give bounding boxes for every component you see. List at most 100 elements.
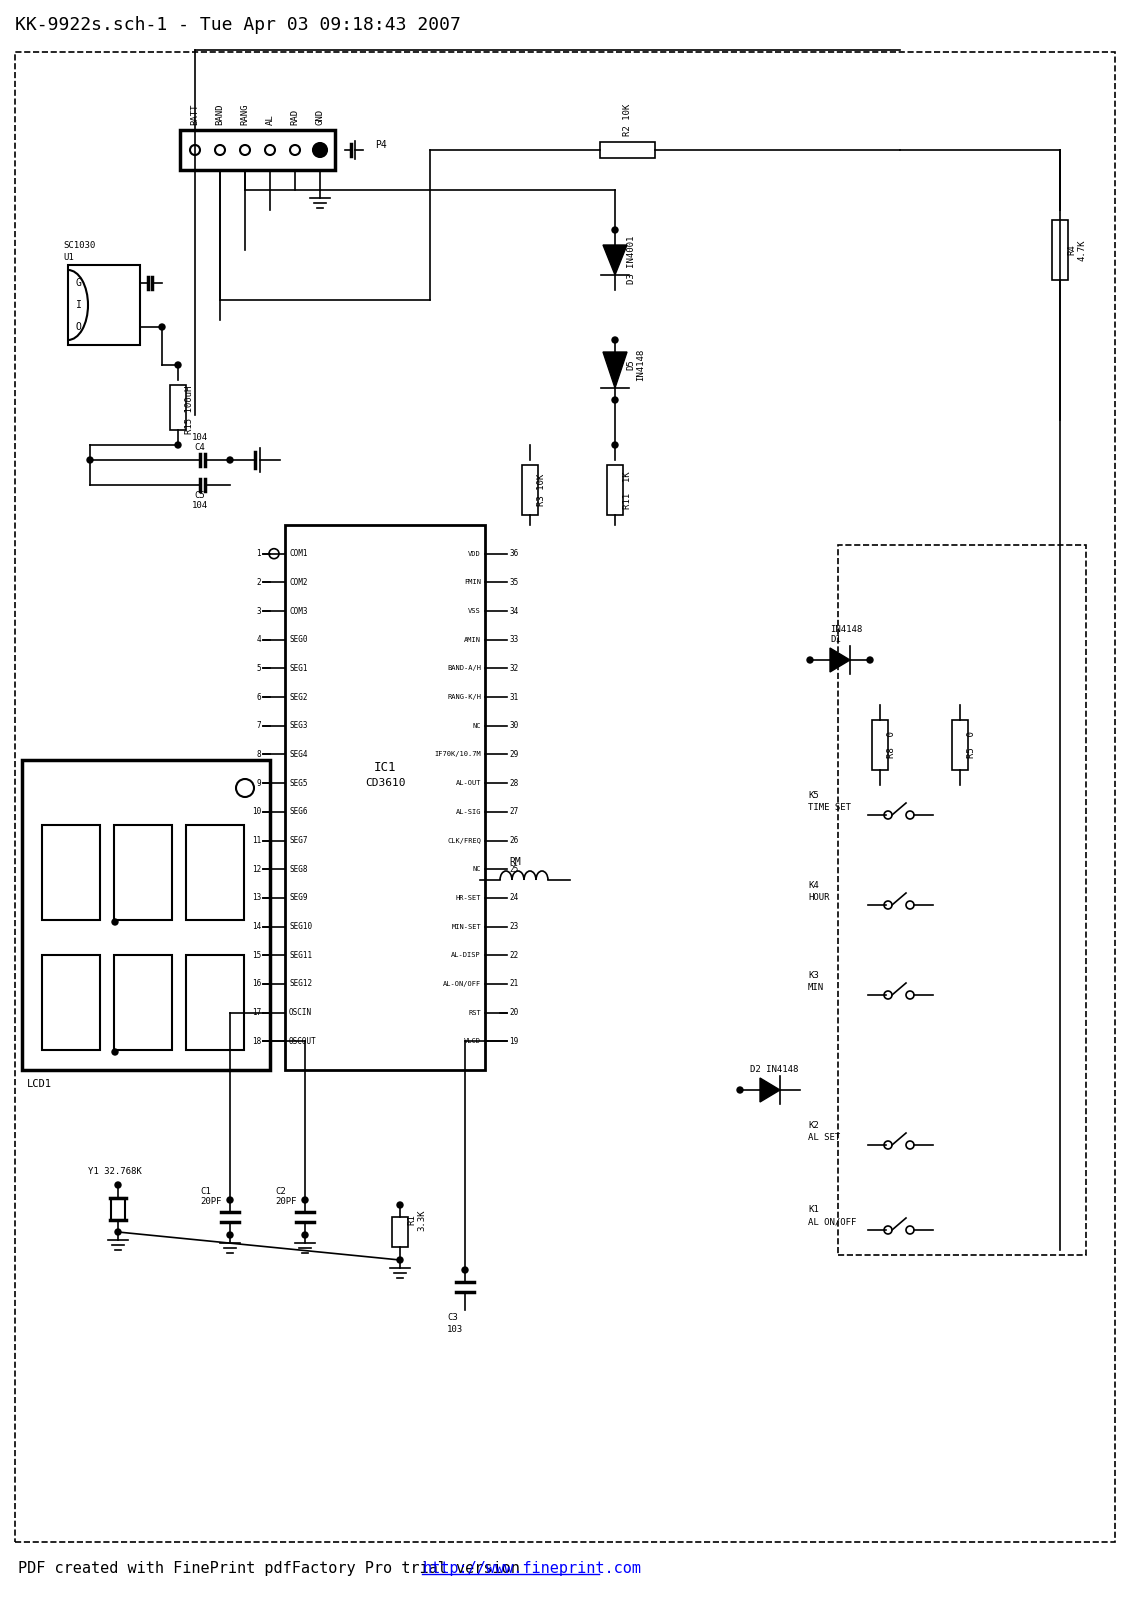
Text: RST: RST: [469, 1010, 481, 1016]
Bar: [1052, 219, 1067, 280]
Text: COM2: COM2: [289, 578, 308, 587]
Circle shape: [115, 1182, 121, 1187]
Text: 32: 32: [509, 664, 518, 674]
Text: SEG9: SEG9: [289, 893, 308, 902]
Text: IF70K/10.7M: IF70K/10.7M: [435, 752, 481, 757]
Circle shape: [87, 458, 93, 462]
Text: R8  0: R8 0: [887, 731, 897, 758]
Circle shape: [314, 142, 327, 157]
Bar: [22, 760, 271, 1070]
Text: 26: 26: [509, 837, 518, 845]
Text: AL ON/OFF: AL ON/OFF: [808, 1218, 857, 1227]
Text: 11: 11: [251, 837, 261, 845]
Text: 19: 19: [509, 1037, 518, 1046]
Circle shape: [612, 397, 618, 403]
Text: BATT: BATT: [190, 104, 199, 125]
Circle shape: [397, 1258, 403, 1262]
Text: K4: K4: [808, 880, 818, 890]
Text: SEG8: SEG8: [289, 864, 308, 874]
Text: MIN-SET: MIN-SET: [452, 923, 481, 930]
Text: PDF created with FinePrint pdfFactory Pro trial version: PDF created with FinePrint pdfFactory Pr…: [18, 1560, 520, 1576]
Text: 15: 15: [251, 950, 261, 960]
Text: AMIN: AMIN: [464, 637, 481, 643]
Text: 36: 36: [509, 549, 518, 558]
Text: VLCD: VLCD: [464, 1038, 481, 1045]
Text: 1: 1: [256, 549, 261, 558]
Text: SC1030: SC1030: [63, 240, 95, 250]
Bar: [186, 955, 245, 1050]
Text: C3: C3: [447, 1314, 457, 1323]
Circle shape: [612, 338, 618, 342]
Text: 27: 27: [509, 808, 518, 816]
Polygon shape: [830, 648, 850, 672]
Text: RAD: RAD: [291, 109, 300, 125]
Polygon shape: [603, 352, 627, 387]
Text: IC1: IC1: [374, 762, 396, 774]
Text: RANG-K/H: RANG-K/H: [447, 694, 481, 701]
Bar: [42, 955, 100, 1050]
Circle shape: [228, 1197, 233, 1203]
Bar: [42, 826, 100, 920]
Bar: [114, 955, 172, 1050]
Bar: [114, 826, 172, 920]
Text: 2: 2: [256, 578, 261, 587]
Circle shape: [158, 323, 165, 330]
Text: 28: 28: [509, 779, 518, 787]
Text: HOUR: HOUR: [808, 893, 830, 901]
Text: 14: 14: [251, 922, 261, 931]
Text: 30: 30: [509, 722, 518, 730]
Circle shape: [175, 362, 181, 368]
Text: LCD1: LCD1: [27, 1078, 52, 1090]
Text: CLK/FREQ: CLK/FREQ: [447, 837, 481, 843]
Text: 3: 3: [256, 606, 261, 616]
Circle shape: [302, 1197, 308, 1203]
Text: 7: 7: [256, 722, 261, 730]
Text: BAND-A/H: BAND-A/H: [447, 666, 481, 672]
Text: COM3: COM3: [289, 606, 308, 616]
Text: SEG10: SEG10: [289, 922, 312, 931]
Bar: [285, 525, 484, 1070]
Text: 4.7K: 4.7K: [1078, 240, 1087, 261]
Bar: [838, 546, 1086, 1254]
Text: http://www.fineprint.com: http://www.fineprint.com: [422, 1560, 641, 1576]
Text: 22: 22: [509, 950, 518, 960]
Text: TIME SET: TIME SET: [808, 803, 851, 811]
Text: SEG2: SEG2: [289, 693, 308, 702]
Text: OSCOUT: OSCOUT: [289, 1037, 317, 1046]
Text: I: I: [76, 301, 82, 310]
Text: U1: U1: [63, 253, 74, 261]
Text: AL-SIG: AL-SIG: [455, 810, 481, 814]
Text: SEG3: SEG3: [289, 722, 308, 730]
Circle shape: [737, 1086, 743, 1093]
Text: D1: D1: [830, 635, 841, 645]
Bar: [392, 1218, 408, 1246]
Text: SEG12: SEG12: [289, 979, 312, 989]
Bar: [872, 720, 887, 770]
Text: R4: R4: [1067, 245, 1077, 256]
Text: D3 IN4001: D3 IN4001: [626, 235, 635, 285]
Text: 18: 18: [251, 1037, 261, 1046]
Text: 3.3K: 3.3K: [418, 1210, 427, 1230]
Text: RM: RM: [509, 858, 521, 867]
Circle shape: [867, 658, 873, 662]
Text: AL-OUT: AL-OUT: [455, 781, 481, 786]
Circle shape: [112, 918, 118, 925]
Text: 35: 35: [509, 578, 518, 587]
Text: SEG6: SEG6: [289, 808, 308, 816]
Text: 103: 103: [447, 1325, 463, 1334]
Text: R11  1K: R11 1K: [623, 470, 632, 509]
Text: 9: 9: [256, 779, 261, 787]
Text: VSS: VSS: [469, 608, 481, 614]
Text: 24: 24: [509, 893, 518, 902]
Circle shape: [175, 442, 181, 448]
Text: 20PF: 20PF: [275, 1197, 297, 1206]
Circle shape: [807, 658, 813, 662]
Text: 33: 33: [509, 635, 518, 645]
Polygon shape: [760, 1078, 780, 1102]
Text: AL: AL: [266, 114, 274, 125]
Text: 34: 34: [509, 606, 518, 616]
Bar: [607, 466, 623, 515]
Text: C5: C5: [195, 491, 205, 499]
Text: 21: 21: [509, 979, 518, 989]
Text: D2 IN4148: D2 IN4148: [751, 1066, 798, 1075]
